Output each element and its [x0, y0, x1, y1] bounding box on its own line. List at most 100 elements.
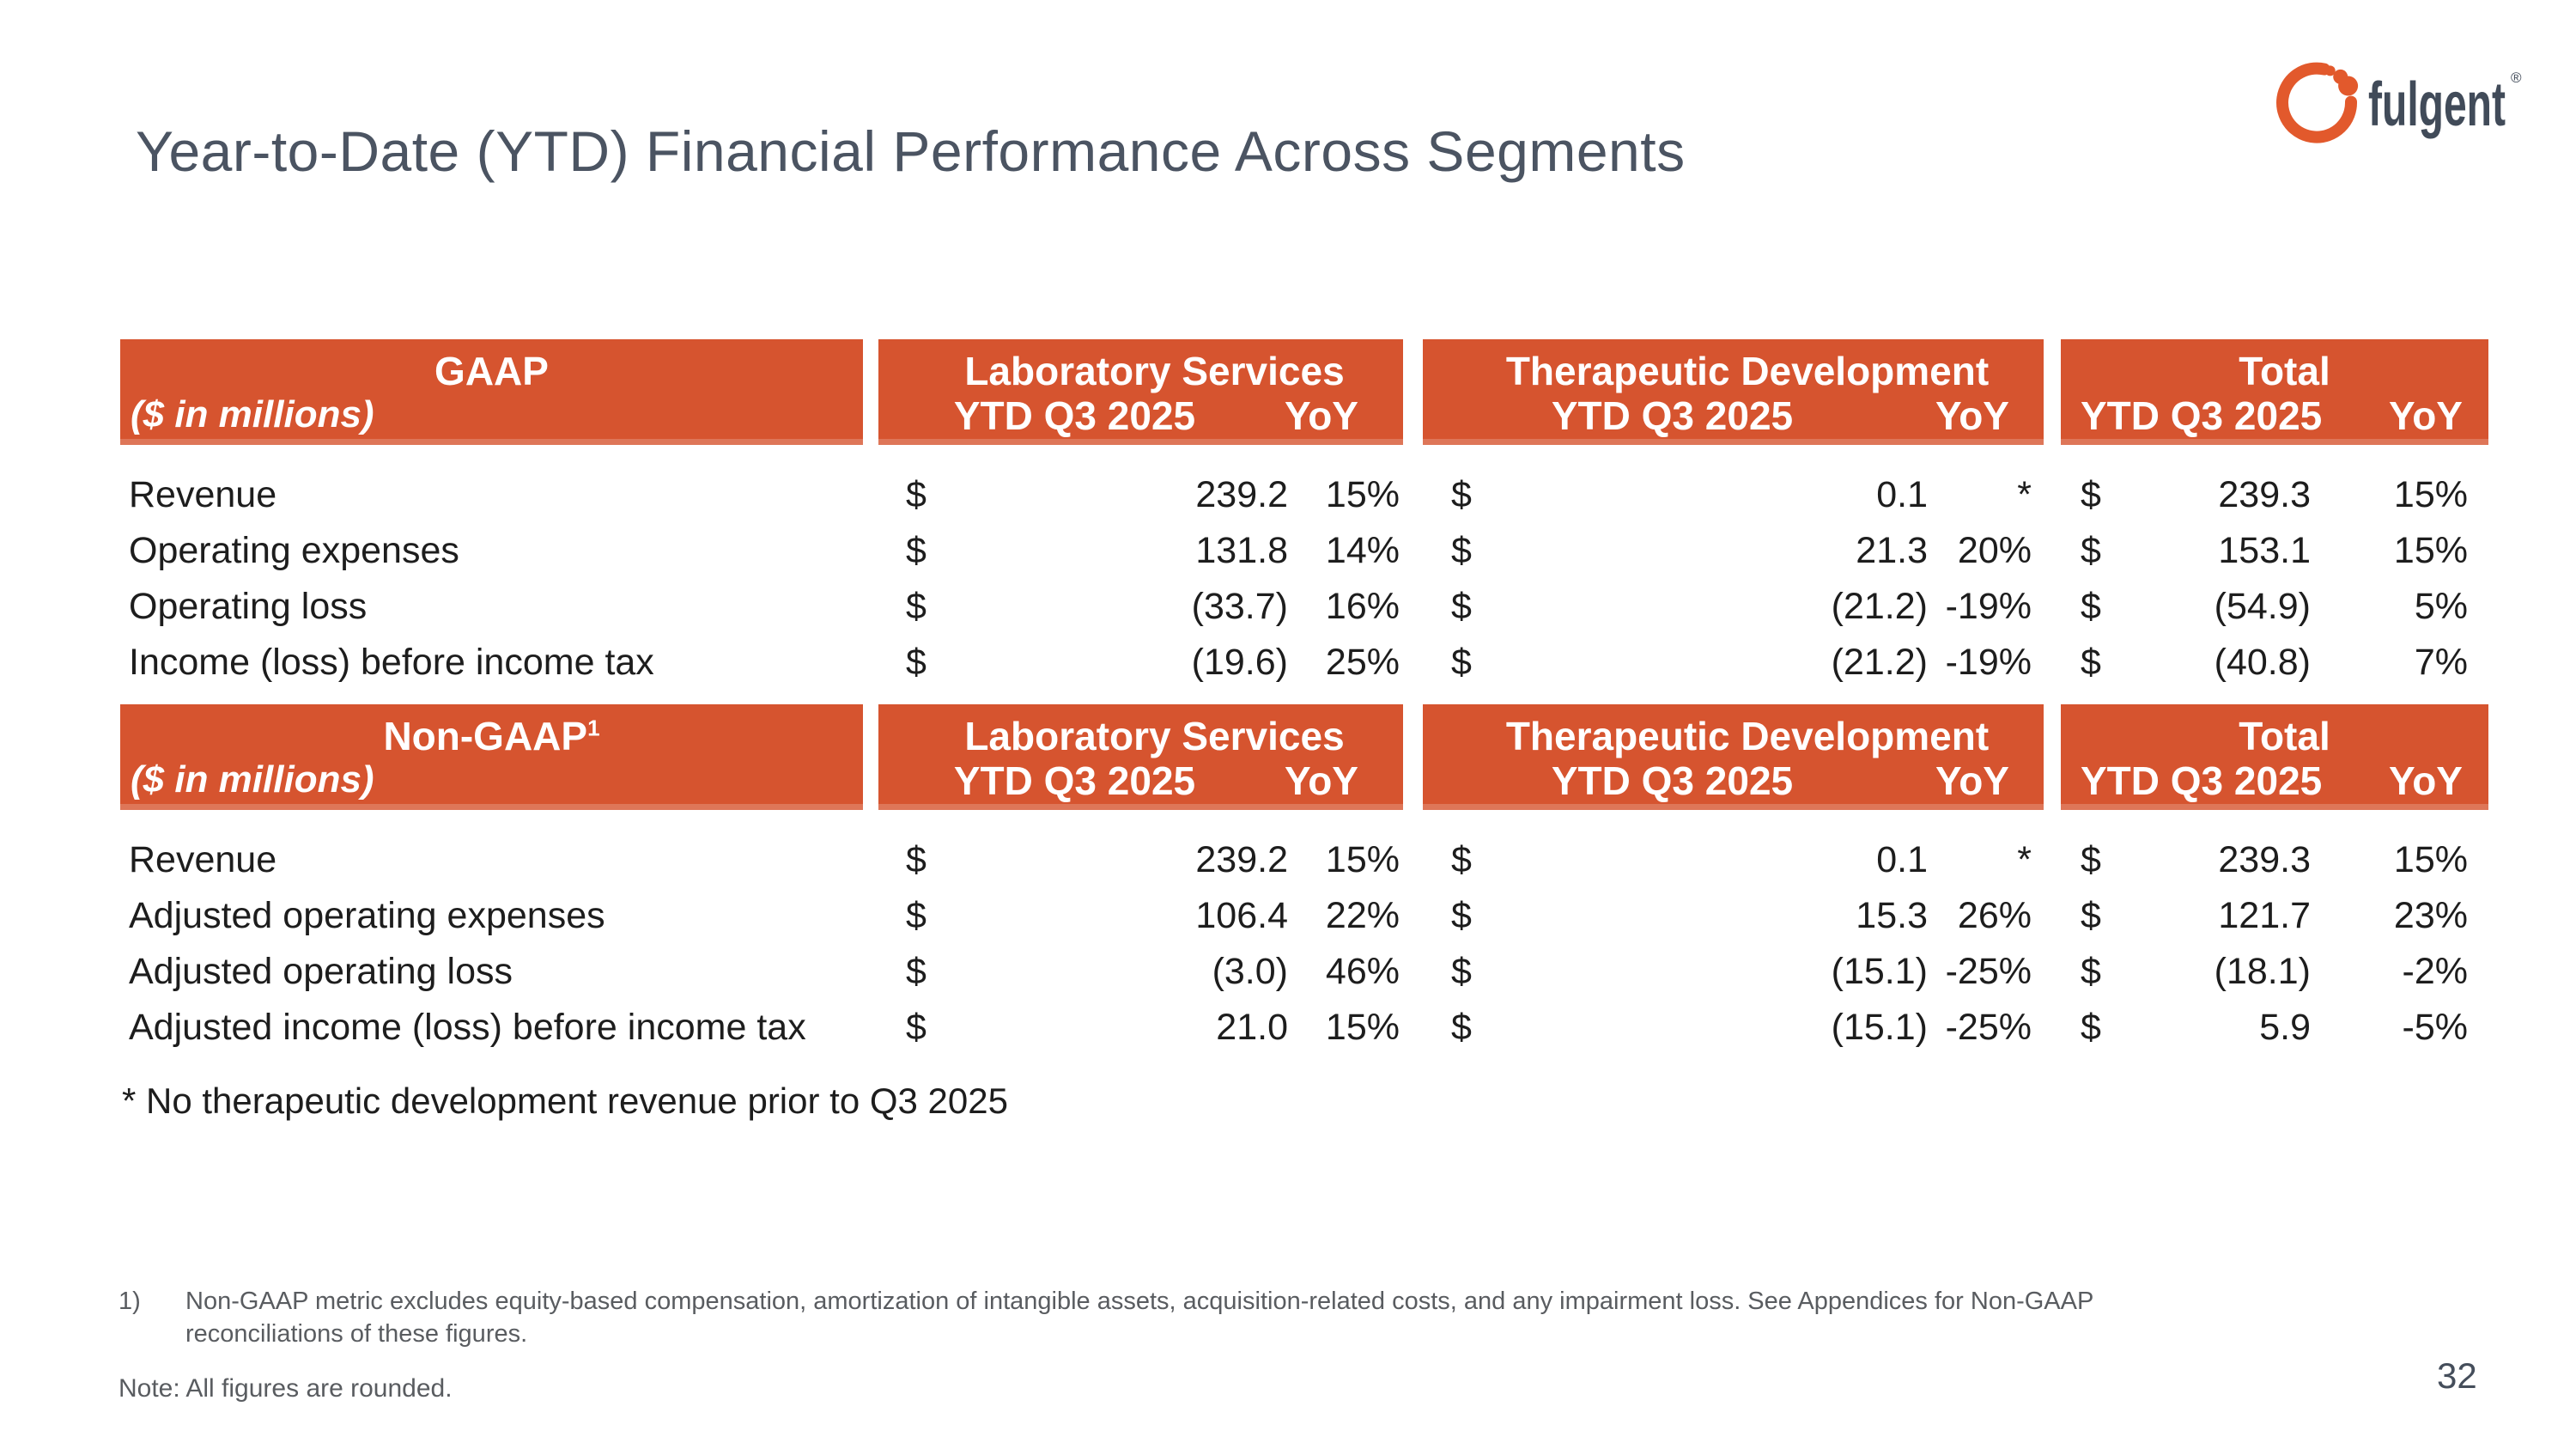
value: (54.9) — [2214, 586, 2311, 627]
yoy-value: 14% — [1325, 530, 1400, 571]
currency-symbol: $ — [906, 474, 927, 515]
yoy-value: 22% — [1325, 895, 1400, 936]
currency-symbol: $ — [1451, 1007, 1472, 1048]
footnote: 1) Non-GAAP metric excludes equity-based… — [118, 1285, 2196, 1350]
row-label: Revenue — [129, 839, 277, 880]
yoy-value: * — [2017, 474, 2032, 515]
segment-name: Therapeutic Development — [1505, 349, 1990, 393]
segment-header-therapeutic-development: Therapeutic Development YTD Q3 2025 YoY — [1423, 339, 2044, 445]
asterisk-note: * No therapeutic development revenue pri… — [122, 1081, 1008, 1121]
logo-arc-icon — [2276, 62, 2359, 143]
value: 239.2 — [1195, 839, 1288, 880]
table-row: Revenue $239.2 15% $0.1 * $239.3 15% — [120, 467, 2488, 523]
cell-total: $ (18.1) -2% — [2061, 951, 2488, 993]
rounding-note: Note: All figures are rounded. — [118, 1374, 453, 1403]
value: 0.1 — [1876, 839, 1928, 880]
yoy-value: -25% — [1945, 951, 2032, 992]
segment-header-laboratory-services: Laboratory Services YTD Q3 2025 YoY — [878, 339, 1403, 445]
segment-header-therapeutic-development: Therapeutic Development YTD Q3 2025 YoY — [1423, 704, 2044, 810]
yoy-value: 7% — [2414, 642, 2468, 683]
non-gaap-table: Non-GAAP1 ($ in millions) Laboratory Ser… — [120, 704, 2488, 1056]
period-label: YTD Q3 2025 — [953, 758, 1196, 803]
yoy-value: 15% — [1325, 474, 1400, 515]
value: 21.0 — [1216, 1007, 1288, 1048]
yoy-header: YoY — [1935, 758, 2009, 803]
currency-symbol: $ — [2081, 530, 2101, 571]
yoy-value: -19% — [1945, 586, 2032, 627]
row-label: Adjusted operating loss — [129, 951, 513, 992]
fulgent-logo: fulgent ® — [2276, 62, 2522, 143]
cell-lab-services: $239.2 15% — [878, 839, 1403, 881]
value: 153.1 — [2218, 530, 2311, 571]
value: (40.8) — [2214, 642, 2311, 683]
table-row: Operating expenses $131.8 14% $21.3 20% $1… — [120, 523, 2488, 579]
currency-symbol: $ — [906, 839, 927, 880]
currency-symbol: $ — [1451, 895, 1472, 936]
value: 239.3 — [2218, 839, 2311, 880]
period-label: YTD Q3 2025 — [1551, 758, 1794, 803]
segment-name: Therapeutic Development — [1505, 714, 1990, 758]
yoy-value: 16% — [1325, 586, 1400, 627]
cell-therapeutic: $ (21.2) -19% — [1423, 586, 2044, 628]
value: 15.3 — [1856, 895, 1928, 936]
cell-lab-services: $ (33.7) 16% — [878, 586, 1403, 628]
footnote-marker: 1) — [118, 1288, 141, 1315]
yoy-header: YoY — [1284, 758, 1358, 803]
yoy-value: -25% — [1945, 1007, 2032, 1048]
currency-symbol: $ — [2081, 642, 2101, 683]
cell-total: $239.3 15% — [2061, 474, 2488, 516]
row-label: Operating expenses — [129, 530, 459, 571]
value: 239.2 — [1195, 474, 1288, 515]
yoy-value: 15% — [1325, 1007, 1400, 1048]
currency-symbol: $ — [1451, 474, 1472, 515]
currency-symbol: $ — [1451, 642, 1472, 683]
yoy-header: YoY — [2388, 393, 2463, 438]
currency-symbol: $ — [2081, 474, 2101, 515]
value: (3.0) — [1212, 951, 1288, 992]
yoy-value: 15% — [2393, 839, 2468, 880]
gaap-header-row: GAAP ($ in millions) Laboratory Services… — [120, 339, 2488, 445]
currency-symbol: $ — [1451, 530, 1472, 571]
segment-header-laboratory-services: Laboratory Services YTD Q3 2025 YoY — [878, 704, 1403, 810]
cell-lab-services: $ (19.6) 25% — [878, 642, 1403, 684]
value: 131.8 — [1195, 530, 1288, 571]
yoy-header: YoY — [1935, 393, 2009, 438]
non-gaap-superscript: 1 — [587, 715, 600, 741]
row-label: Adjusted income (loss) before income tax — [129, 1007, 806, 1048]
cell-lab-services: $106.4 22% — [878, 895, 1403, 937]
yoy-value: 15% — [2393, 474, 2468, 515]
currency-symbol: $ — [2081, 895, 2101, 936]
period-label: YTD Q3 2025 — [953, 393, 1196, 438]
yoy-value: 46% — [1325, 951, 1400, 992]
period-label: YTD Q3 2025 — [2081, 758, 2323, 803]
page-title: Year-to-Date (YTD) Financial Performance… — [136, 119, 1686, 183]
non-gaap-label: Non-GAAP — [383, 714, 588, 758]
cell-therapeutic: $15.3 26% — [1423, 895, 2044, 937]
yoy-value: * — [2017, 839, 2032, 880]
segment-name: Laboratory Services — [964, 714, 1345, 758]
value: (18.1) — [2214, 951, 2311, 992]
cell-total: $ (54.9) 5% — [2061, 586, 2488, 628]
currency-symbol: $ — [2081, 951, 2101, 992]
currency-symbol: $ — [2081, 1007, 2101, 1048]
gaap-label: GAAP — [434, 349, 549, 393]
table-row: Adjusted income (loss) before income tax… — [120, 1000, 2488, 1056]
currency-symbol: $ — [906, 642, 927, 683]
yoy-value: 25% — [1325, 642, 1400, 683]
value: 0.1 — [1876, 474, 1928, 515]
cell-therapeutic: $ (15.1) -25% — [1423, 1007, 2044, 1049]
non-gaap-header-row: Non-GAAP1 ($ in millions) Laboratory Ser… — [120, 704, 2488, 810]
cell-total: $5.9 -5% — [2061, 1007, 2488, 1049]
cell-lab-services: $131.8 14% — [878, 530, 1403, 572]
currency-symbol: $ — [2081, 586, 2101, 627]
yoy-value: 20% — [1957, 530, 2032, 571]
yoy-value: 15% — [1325, 839, 1400, 880]
currency-symbol: $ — [1451, 839, 1472, 880]
registered-mark: ® — [2511, 70, 2522, 86]
table-row: Adjusted operating expenses $106.4 22% $1… — [120, 888, 2488, 944]
logo-wordmark: fulgent — [2368, 70, 2506, 139]
cell-therapeutic: $0.1 * — [1423, 474, 2044, 516]
currency-symbol: $ — [906, 586, 927, 627]
yoy-value: -5% — [2402, 1007, 2468, 1048]
